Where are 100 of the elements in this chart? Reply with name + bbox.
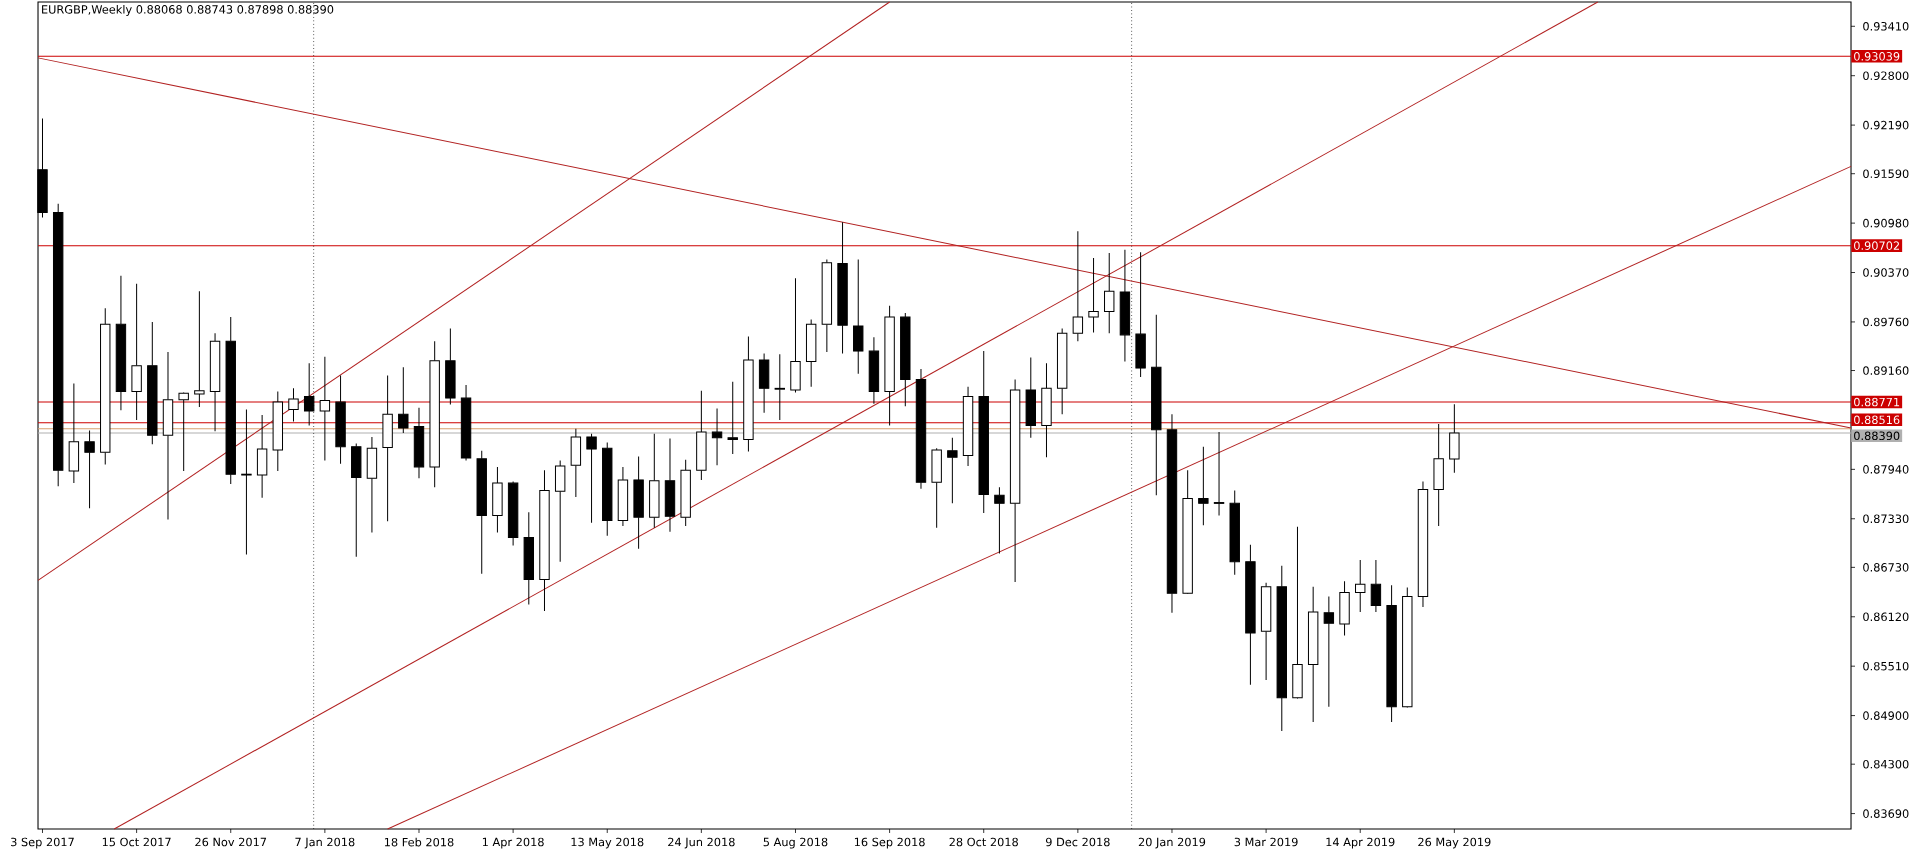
y-tick-label: 0.84300 [1863,759,1909,769]
candlestick [131,283,142,421]
candlestick [194,290,205,408]
ref-line-label: 0.88516 [1854,415,1900,425]
x-tick-label: 7 Jan 2018 [295,837,355,849]
y-tick-label: 0.85510 [1863,661,1909,671]
candlestick [743,336,754,453]
ref-line-label: 0.93039 [1854,52,1900,61]
candlestick [366,436,378,534]
candlestick [884,305,895,427]
candlestick [1370,559,1382,613]
candlestick [1339,580,1350,636]
x-tick-label: 15 Oct 2017 [102,837,171,847]
candlestick [837,221,848,355]
candlestick [445,327,456,406]
candlestick [758,353,770,414]
candlestick [1449,403,1460,474]
y-tick-label: 0.93410 [1863,22,1909,31]
x-tick-label: 24 Jun 2018 [668,837,735,849]
candlestick [209,332,221,432]
x-tick-label: 18 Feb 2018 [384,837,454,847]
candlestick [664,438,676,533]
candlestick [68,382,80,484]
candlestick [288,387,299,423]
candlestick [962,386,974,467]
candlestick [1307,586,1319,723]
ref-line-label: 0.88771 [1854,397,1900,407]
x-tick-label: 26 Nov 2017 [195,837,267,847]
chart-title: EURGBP,Weekly 0.88068 0.88743 0.87898 0.88390 [42,4,334,16]
candlestick [100,307,111,465]
y-tick-label: 0.90370 [1863,268,1909,277]
x-tick-label: 3 Sep 2017 [11,837,74,849]
x-tick-label: 28 Oct 2018 [949,837,1018,847]
candlestick [413,407,425,479]
candlestick [868,336,880,405]
x-tick-label: 13 May 2018 [571,837,644,849]
candlestick [633,455,644,550]
candlestick [382,374,393,522]
candlestick [1433,423,1444,527]
x-tick-label: 14 Apr 2019 [1326,837,1395,849]
y-tick-label: 0.86120 [1863,612,1909,622]
candlestick [225,316,236,485]
candlestick [335,374,346,465]
ref-line-label: 0.88390 [1854,431,1900,441]
y-tick-label: 0.87940 [1863,465,1909,474]
candlestick [1355,559,1366,613]
candlestick [303,362,315,427]
candlestick [1041,362,1052,458]
candlestick [1009,378,1021,583]
candlestick [994,486,1005,555]
candlestick [1088,257,1099,333]
candlestick [1276,565,1287,732]
candlestick [617,466,629,527]
candlestick [492,466,503,534]
candlestick [696,390,707,481]
candlestick [429,340,440,488]
candlestick [84,429,95,509]
y-tick-label: 0.84900 [1863,711,1909,720]
y-tick-label: 0.91590 [1863,169,1909,178]
candlestick [1245,544,1256,686]
x-tick-label: 26 May 2019 [1418,837,1491,849]
candlestick [1072,230,1084,342]
candlestick [1417,481,1429,608]
candlestick [1229,489,1240,576]
candlestick [241,408,252,555]
candlestick [978,350,989,514]
candlestick [1056,327,1068,415]
y-tick-label: 0.83690 [1863,809,1909,818]
candlestick [649,433,660,529]
candlestick [1292,526,1303,699]
candlestick [1198,446,1209,526]
candlestick [178,392,189,472]
candlestick [523,511,534,606]
candlestick [711,408,723,466]
candlestick [1104,252,1115,334]
candlestick [774,353,785,421]
x-tick-label: 1 Apr 2018 [482,837,544,849]
candlestick [821,259,833,353]
candlestick [539,469,550,612]
x-tick-label: 16 Sep 2018 [854,837,925,849]
y-tick-label: 0.92190 [1863,120,1909,130]
y-tick-label: 0.90980 [1863,218,1909,228]
candlestick [460,384,472,461]
y-tick-label: 0.89760 [1863,317,1909,327]
candlestick [727,381,738,455]
candlestick [162,351,174,521]
candlestick [1323,596,1335,708]
candlestick [947,437,958,504]
candlestick [351,442,362,558]
candlestick [319,356,331,461]
candlestick [1213,431,1225,517]
x-tick-label: 20 Jan 2019 [1138,837,1206,849]
y-tick-label: 0.86730 [1863,563,1909,572]
x-tick-label: 3 Mar 2019 [1234,837,1298,847]
y-tick-label: 0.89160 [1863,366,1909,375]
candlestick [853,259,864,375]
x-tick-label: 9 Dec 2018 [1045,837,1110,847]
y-tick-label: 0.87330 [1863,514,1909,524]
candlestick [1166,413,1178,614]
candlestick [1151,314,1162,496]
